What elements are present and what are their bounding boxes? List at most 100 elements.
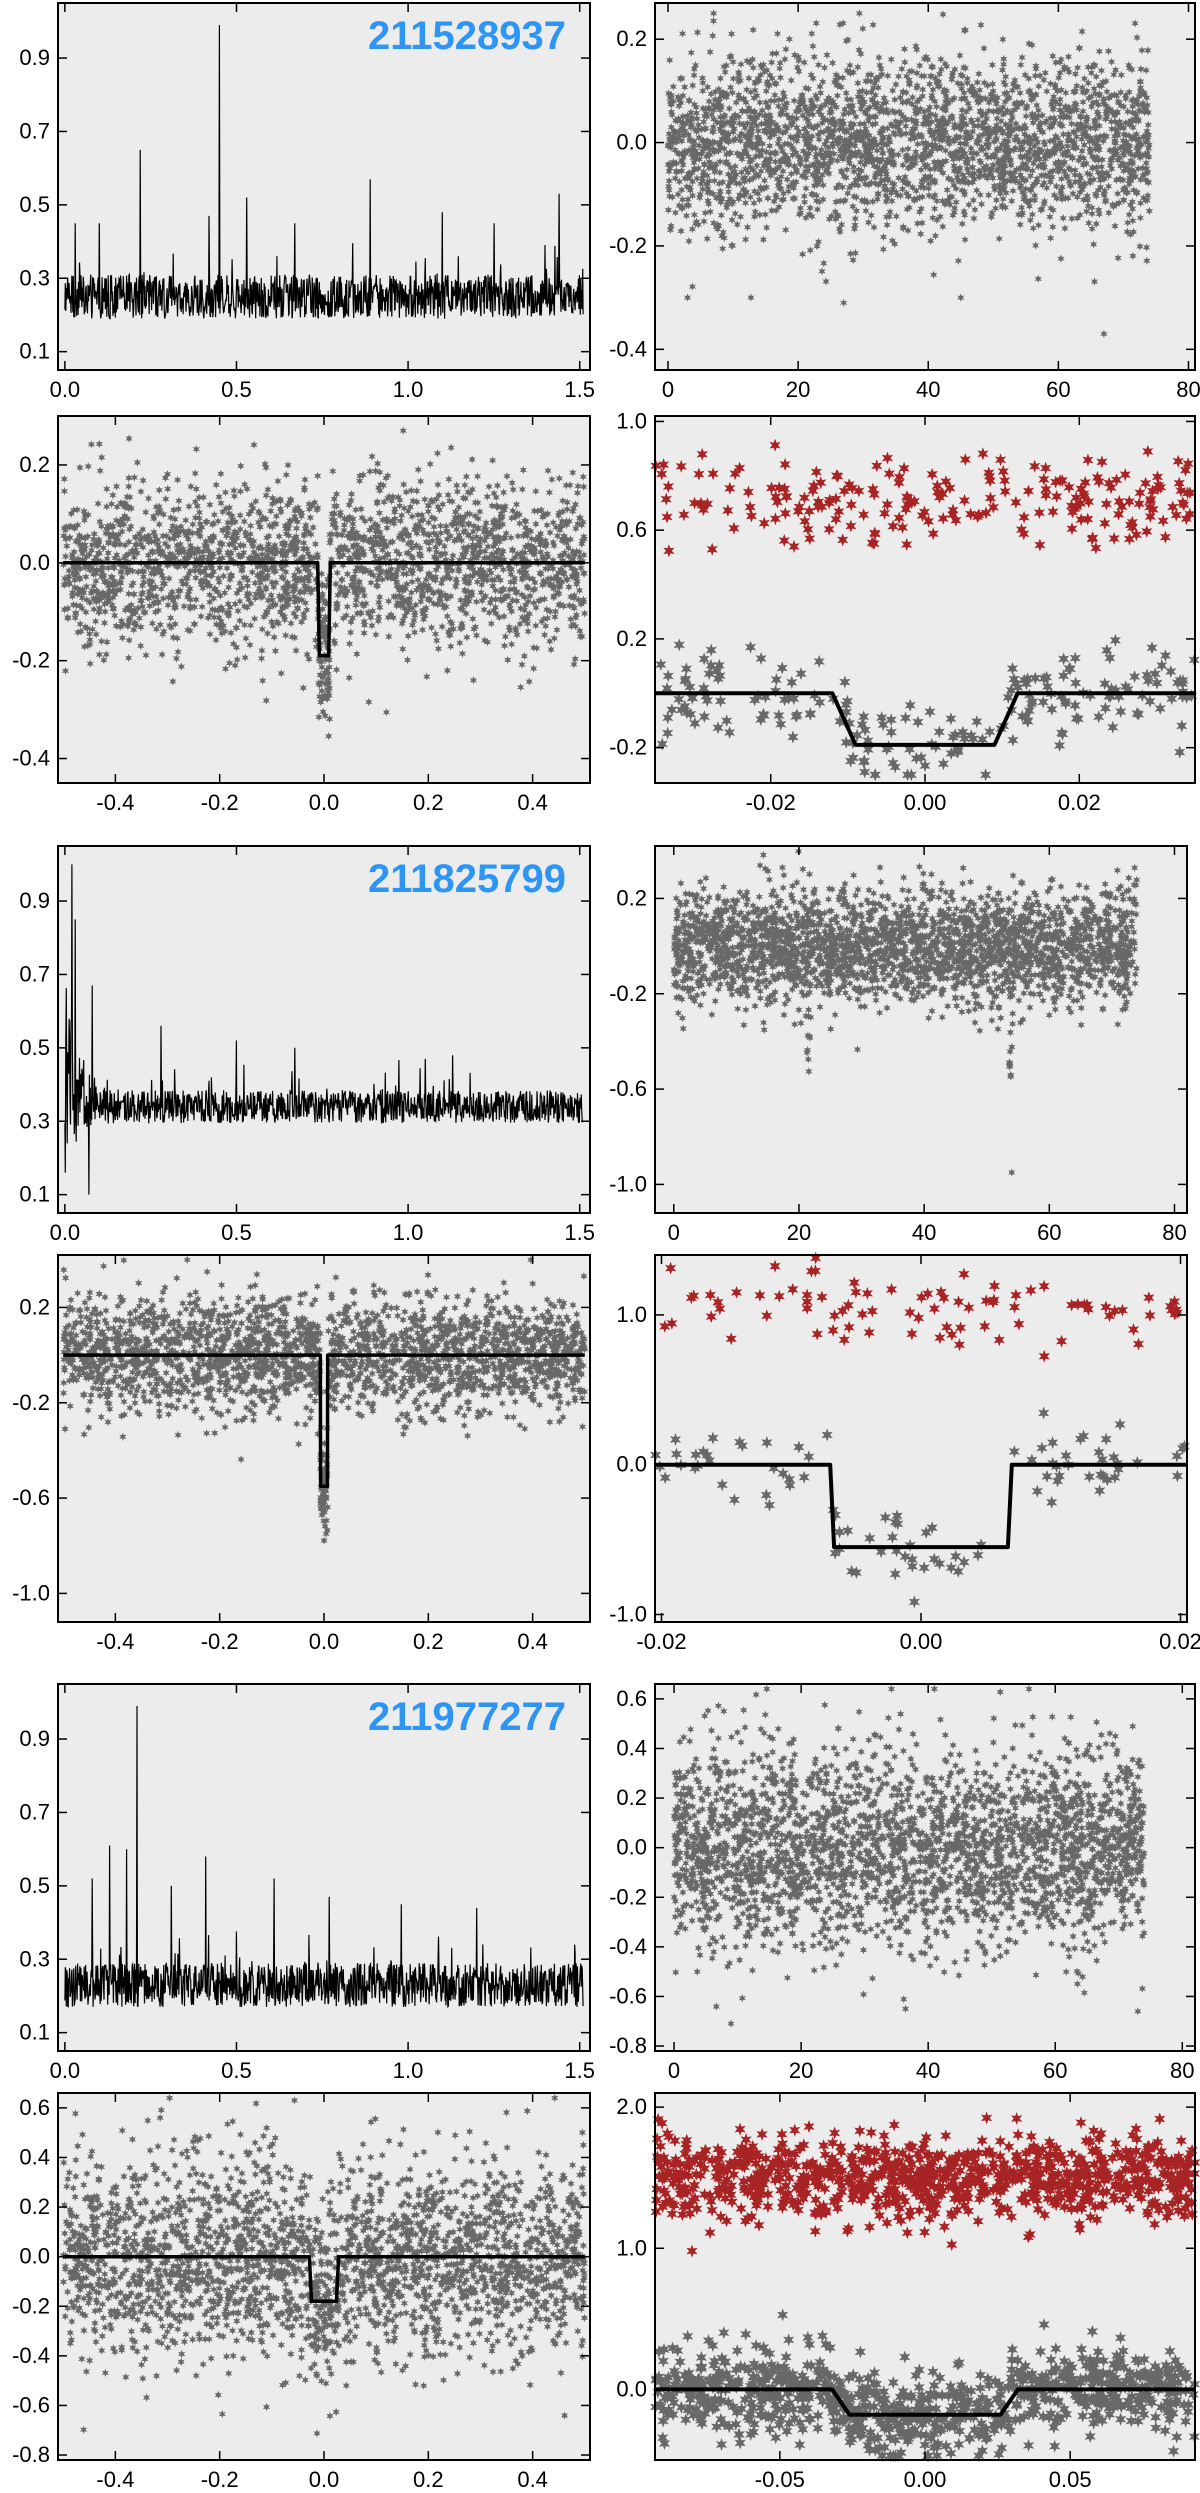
data-point: [173, 546, 181, 555]
data-point: [571, 654, 579, 664]
data-point: [995, 164, 1003, 173]
data-point: [843, 66, 851, 75]
data-point: [82, 552, 90, 561]
data-point: [71, 570, 79, 580]
data-point: [879, 99, 887, 108]
data-point: [939, 10, 947, 19]
data-point: [167, 613, 175, 623]
data-point: [911, 124, 919, 133]
data-point: [925, 179, 933, 188]
data-point: [985, 106, 993, 115]
data-point: [978, 111, 986, 120]
data-point: [927, 72, 935, 81]
data-point: [691, 151, 699, 161]
data-point: [984, 170, 993, 180]
data-point: [855, 147, 863, 156]
data-point: [518, 485, 526, 494]
data-point: [428, 513, 436, 522]
data-point: [448, 497, 456, 506]
data-point: [685, 130, 693, 140]
data-point: [105, 596, 113, 605]
data-point: [500, 533, 508, 543]
data-point: [1089, 99, 1097, 108]
data-point: [526, 591, 534, 601]
data-point: [474, 498, 482, 507]
data-point: [669, 82, 677, 91]
data-point: [272, 546, 280, 555]
data-point: [991, 204, 1000, 213]
data-point: [1090, 175, 1098, 184]
data-point: [88, 586, 96, 596]
data-point: [1049, 222, 1057, 232]
data-point: [850, 167, 858, 176]
data-point: [868, 120, 877, 129]
data-point: [739, 120, 747, 129]
data-point: [390, 574, 398, 584]
data-point: [123, 492, 131, 501]
data-point: [387, 610, 395, 619]
data-point: [150, 569, 158, 579]
data-point: [276, 548, 285, 557]
data-point: [792, 165, 800, 175]
data-point: [1079, 107, 1087, 116]
data-point: [755, 195, 763, 204]
data-point: [878, 136, 886, 146]
data-point: [995, 158, 1003, 168]
data-point: [955, 147, 963, 156]
data-point: [719, 244, 727, 253]
data-point: [919, 154, 928, 163]
data-point: [1046, 151, 1054, 160]
data-point: [139, 572, 148, 582]
data-point: [508, 640, 516, 649]
data-point: [1094, 135, 1102, 145]
data-point: [1050, 149, 1059, 158]
data-point: [117, 616, 126, 626]
data-point: [840, 119, 848, 129]
data-point: [465, 587, 473, 596]
data-point: [307, 585, 315, 594]
data-point: [896, 93, 905, 102]
data-point: [865, 112, 874, 122]
data-point: [155, 598, 163, 607]
data-point: [726, 178, 734, 187]
data-point: [245, 595, 253, 604]
data-point: [418, 625, 427, 634]
data-point: [247, 621, 255, 630]
data-point: [812, 19, 820, 28]
data-point: [373, 497, 381, 506]
data-point: [745, 152, 753, 161]
data-point: [233, 655, 241, 664]
data-point: [466, 571, 474, 581]
data-point: [698, 136, 706, 145]
data-point: [962, 157, 970, 167]
data-point: [424, 507, 432, 516]
data-point: [550, 541, 558, 550]
data-point: [324, 689, 333, 698]
data-point: [214, 574, 223, 583]
data-point: [1065, 103, 1073, 112]
data-point: [367, 613, 375, 622]
data-point: [794, 103, 802, 112]
data-point: [469, 676, 478, 685]
data-point: [1129, 227, 1138, 237]
data-point: [922, 52, 930, 62]
data-point: [1073, 63, 1082, 72]
data-point: [376, 592, 384, 602]
data-point: [230, 492, 238, 501]
data-point: [678, 74, 686, 83]
data-point: [1122, 130, 1130, 140]
data-point: [258, 544, 266, 553]
data-point: [1112, 147, 1120, 157]
data-point: [969, 84, 977, 93]
data-point: [76, 463, 84, 472]
data-point: [1003, 176, 1011, 186]
data-point: [736, 119, 744, 128]
data-point: [1056, 105, 1064, 115]
data-point: [1018, 163, 1026, 172]
data-point: [261, 574, 269, 583]
data-point: [948, 151, 956, 161]
data-point: [1062, 112, 1071, 121]
data-point: [770, 130, 779, 139]
data-point: [1011, 174, 1019, 183]
data-point: [412, 585, 421, 595]
